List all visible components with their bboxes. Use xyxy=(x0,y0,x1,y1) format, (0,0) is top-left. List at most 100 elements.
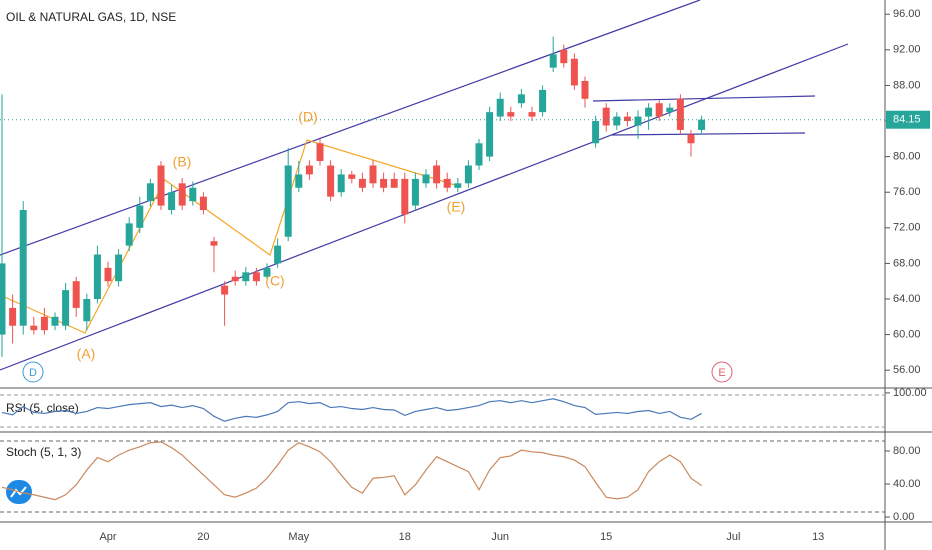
x-tick-label: 20 xyxy=(197,531,209,543)
candle-body xyxy=(549,54,557,68)
candle-body xyxy=(687,134,695,144)
event-marker xyxy=(22,361,44,383)
candle-body xyxy=(9,307,17,326)
candle-body xyxy=(40,316,48,331)
indicator-line xyxy=(1,441,702,501)
drawings xyxy=(0,0,849,371)
candle-body xyxy=(125,223,133,246)
candle-body xyxy=(157,165,165,206)
candle-body xyxy=(348,174,356,179)
x-tick-label: 13 xyxy=(812,531,824,543)
candle-body xyxy=(274,245,282,264)
candle-body xyxy=(252,272,260,282)
candle-body xyxy=(698,119,706,130)
candle-body xyxy=(83,299,91,322)
y-tick-label: 92.00 xyxy=(893,44,921,56)
candle-body xyxy=(507,112,515,117)
candle-body xyxy=(19,210,27,326)
x-tick-label: Apr xyxy=(99,531,116,543)
x-tick-label: 15 xyxy=(600,531,612,543)
candle-body xyxy=(231,276,239,282)
y-tick-label: 56.00 xyxy=(893,364,921,376)
candle-body xyxy=(136,205,144,228)
candle-body xyxy=(390,178,398,188)
candle-body xyxy=(517,94,525,104)
wave-label: (B) xyxy=(173,154,192,170)
candle-body xyxy=(210,241,218,246)
candle-body xyxy=(602,107,610,126)
candle-body xyxy=(178,183,186,206)
stoch-title: Stoch (5, 1, 3) xyxy=(6,445,81,459)
pane xyxy=(0,36,706,357)
candle-body xyxy=(570,58,578,86)
wave-label: (D) xyxy=(298,109,317,125)
candle-body xyxy=(199,196,207,211)
y-tick-label: 72.00 xyxy=(893,222,921,234)
wave-label: (C) xyxy=(265,273,284,289)
y-tick-label: 68.00 xyxy=(893,257,921,269)
channel-upper xyxy=(0,0,701,256)
wave-zigzag xyxy=(0,139,456,334)
candle-body xyxy=(613,116,621,126)
candle-body xyxy=(221,285,229,295)
candle-body xyxy=(337,174,345,193)
range-top xyxy=(592,95,816,102)
y-tick-label: 76.00 xyxy=(893,186,921,198)
last-price-label: 84.15 xyxy=(893,114,921,126)
wave-label: (E) xyxy=(447,199,466,215)
candle-body xyxy=(581,80,589,99)
candle-body xyxy=(316,143,324,162)
candle-body xyxy=(655,103,663,117)
candle-body xyxy=(93,254,101,300)
x-tick-label: Jul xyxy=(726,531,740,543)
candle-body xyxy=(528,112,536,117)
candle-body xyxy=(62,290,70,326)
candle-body xyxy=(454,183,462,188)
candle-body xyxy=(30,325,38,331)
event-marker xyxy=(711,361,733,383)
candle-body xyxy=(115,254,123,282)
candle-body xyxy=(666,107,674,113)
candle-body xyxy=(539,89,547,113)
candle-body xyxy=(284,165,292,237)
event-marker-label: E xyxy=(718,367,725,379)
candle-body xyxy=(369,165,377,184)
candle-body xyxy=(295,174,303,188)
y-tick-label: 100.00 xyxy=(893,387,927,399)
candle-body xyxy=(422,174,430,184)
candle-body xyxy=(358,178,366,188)
y-tick-label: 40.00 xyxy=(893,478,921,490)
candle-body xyxy=(645,107,653,117)
wave-label: (A) xyxy=(77,346,96,362)
y-tick-label: 80.00 xyxy=(893,445,921,457)
candle-body xyxy=(464,165,472,184)
candle-body xyxy=(433,165,441,184)
candle-body xyxy=(634,116,642,126)
candle-body xyxy=(242,272,250,282)
candle-body xyxy=(443,178,451,188)
candle-body xyxy=(305,165,313,175)
x-tick-label: 18 xyxy=(399,531,411,543)
y-tick-label: 96.00 xyxy=(893,8,921,20)
y-tick-label: 64.00 xyxy=(893,293,921,305)
y-tick-label: 60.00 xyxy=(893,329,921,341)
rsi-title: RSI (5, close) xyxy=(6,401,79,415)
y-tick-label: 80.00 xyxy=(893,151,921,163)
candle-body xyxy=(401,178,409,215)
candle-body xyxy=(146,183,154,202)
candle-body xyxy=(51,316,59,326)
candle-body xyxy=(380,178,388,188)
candle-body xyxy=(623,116,631,122)
chart-title: OIL & NATURAL GAS, 1D, NSE xyxy=(6,10,176,24)
x-tick-label: Jun xyxy=(491,531,509,543)
x-tick-label: May xyxy=(288,531,309,543)
candle-body xyxy=(560,49,568,64)
candle-body xyxy=(72,281,80,308)
candle-body xyxy=(592,121,600,144)
candle-body xyxy=(676,98,684,130)
candle-body xyxy=(496,98,504,117)
candle-body xyxy=(327,165,335,197)
event-marker-label: D xyxy=(29,367,37,379)
